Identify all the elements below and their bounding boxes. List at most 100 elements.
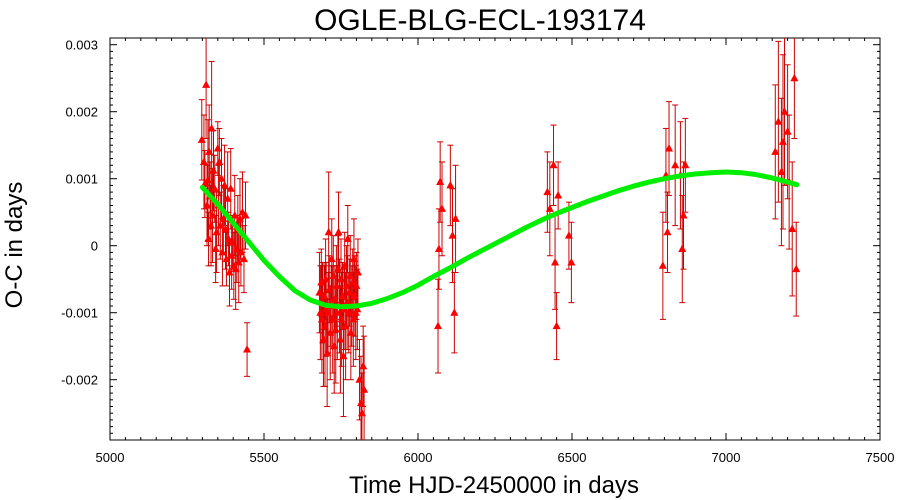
data-point [778, 137, 787, 145]
data-point [317, 314, 326, 323]
data-point [225, 268, 234, 276]
data-point [345, 288, 354, 296]
data-point [780, 107, 789, 115]
data-point [320, 291, 329, 299]
data-point [671, 160, 680, 169]
data-point [350, 291, 359, 299]
data-point [434, 321, 443, 330]
data-point [203, 201, 212, 209]
data-point [359, 361, 368, 370]
data-point [333, 308, 342, 316]
data-point [564, 231, 573, 239]
data-point [446, 180, 455, 189]
y-axis: -0.002 -0.001 0 0.001 0.002 0.003 [61, 38, 880, 434]
data-point [788, 224, 797, 232]
data-point [349, 254, 358, 263]
data-point [211, 244, 220, 253]
fit-curve [199, 169, 800, 310]
data-point [353, 304, 362, 313]
data-point [213, 144, 222, 152]
data-point [567, 257, 576, 266]
data-point [774, 117, 783, 125]
data-point [207, 221, 216, 229]
x-tick-label: 7500 [866, 450, 895, 465]
y-tick-label: 0.003 [65, 38, 98, 53]
data-point [451, 214, 460, 222]
data-point [236, 247, 245, 256]
data-point [221, 224, 230, 232]
data-point [349, 314, 358, 323]
x-tick-label: 5000 [96, 450, 125, 465]
data-point [355, 375, 364, 383]
y-tick-label: -0.002 [61, 373, 98, 388]
data-point [663, 227, 672, 236]
data-point [330, 294, 339, 303]
data-point [551, 257, 560, 266]
data-point [450, 308, 459, 316]
data-point [235, 214, 244, 222]
data-point [329, 271, 338, 279]
data-point [230, 211, 239, 219]
data-point [658, 261, 667, 269]
data-point [219, 214, 228, 222]
data-point [328, 314, 337, 323]
data-point [341, 321, 350, 330]
data-point [679, 211, 688, 219]
x-tick-label: 6000 [404, 450, 433, 465]
data-point [223, 194, 232, 202]
data-point [346, 328, 355, 336]
data-point [783, 127, 792, 135]
y-tick-label: 0 [91, 239, 98, 254]
data-point [220, 180, 229, 189]
data-point [338, 291, 347, 299]
data-point [320, 321, 329, 330]
data-point [334, 227, 343, 236]
data-point [315, 288, 324, 296]
data-point [324, 227, 333, 236]
data-point [199, 157, 208, 165]
data-point [337, 274, 345, 283]
data-point [357, 398, 366, 407]
data-point [203, 175, 212, 184]
data-point [357, 408, 366, 417]
data-point [226, 184, 235, 192]
data-point [316, 308, 325, 316]
data-point [346, 271, 355, 279]
y-tick-label: 0.002 [65, 105, 98, 120]
data-point [243, 345, 252, 353]
y-axis-title: O-C in days [1, 182, 28, 309]
data-point [228, 237, 237, 246]
data-point [552, 321, 561, 330]
y-tick-label: -0.001 [61, 306, 98, 321]
data-point [209, 166, 218, 174]
data-point [218, 247, 227, 256]
data-point [222, 254, 231, 263]
data-point [207, 123, 216, 132]
data-point [438, 204, 447, 212]
data-point [224, 234, 233, 242]
data-point [336, 335, 345, 343]
data-point [202, 80, 211, 88]
data-point [344, 308, 353, 316]
data-point [348, 278, 357, 286]
data-point [321, 274, 330, 283]
data-point [554, 190, 563, 199]
data-point [777, 167, 786, 175]
data-point [343, 298, 352, 306]
data-point [352, 281, 361, 289]
data-point [790, 73, 799, 82]
data-point [360, 385, 369, 393]
data-point [234, 257, 243, 266]
y-tick-label: 0.001 [65, 172, 98, 187]
x-axis-title: Time HJD-2450000 in days [349, 472, 639, 499]
data-point [197, 135, 206, 143]
data-point [332, 281, 341, 289]
data-point [343, 234, 352, 242]
fit-layer [199, 169, 800, 310]
data-point [326, 328, 335, 336]
data-point [337, 314, 346, 323]
data-point [212, 227, 221, 236]
data-point [232, 244, 241, 253]
data-point [325, 284, 334, 293]
